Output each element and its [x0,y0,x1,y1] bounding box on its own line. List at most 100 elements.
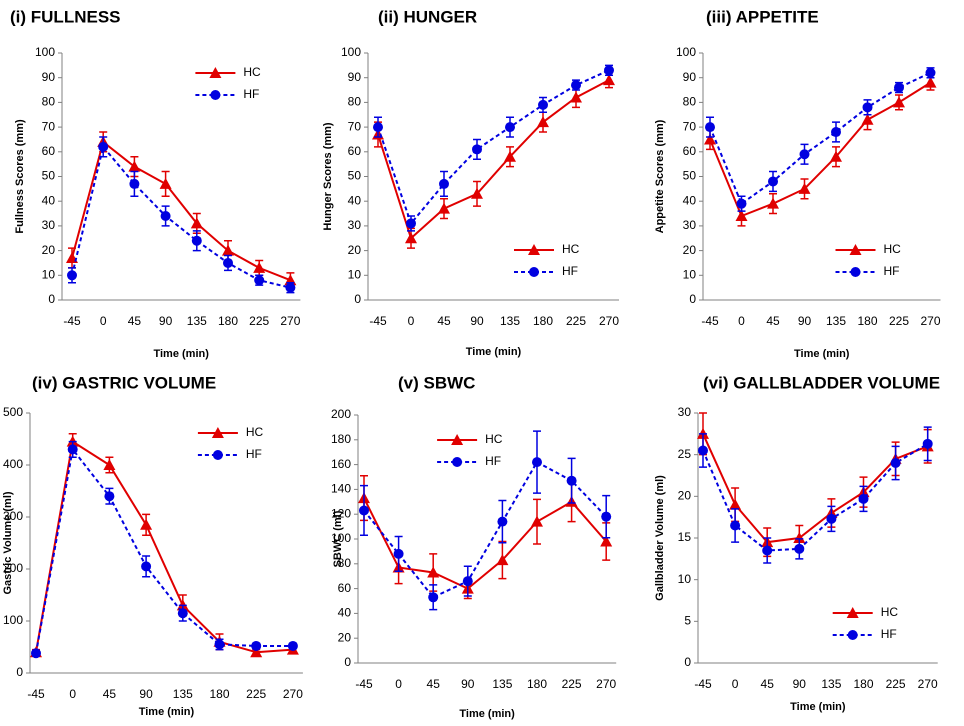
x-tick-label: 90 [470,314,484,328]
legend-label: HF [884,264,900,278]
y-tick-label: 25 [678,447,692,461]
marker-triangle [603,74,615,86]
marker-circle [705,122,715,133]
marker-triangle [140,518,153,530]
x-tick-label: 45 [103,687,117,701]
marker-triangle [222,244,234,256]
marker-circle [858,493,869,504]
marker-circle [359,505,369,516]
marker-triangle [830,150,842,162]
y-axis-label: Hunger Scores (mm) [322,122,334,231]
y-tick-label: 30 [678,405,692,419]
legend: HC HF [514,242,580,278]
marker-circle [439,178,449,189]
x-tick-label: 180 [527,677,547,691]
marker-triangle [531,515,543,527]
y-tick-label: 70 [348,119,362,133]
x-tick-label: 45 [437,314,451,328]
panel: (i) FULLNESS 0 10 20 30 40 50 60 70 80 90 100 -45 0 45… [10,7,301,359]
legend-marker [212,450,223,460]
marker-triangle [861,113,874,125]
x-tick-label: 180 [209,687,229,701]
y-tick-label: 100 [331,531,351,545]
x-tick-label: 225 [889,314,909,328]
marker-circle [730,520,741,531]
x-tick-label: 270 [920,314,940,328]
marker-circle [141,561,152,572]
x-tick-label: 45 [128,314,142,328]
marker-circle [922,438,933,449]
y-tick-label: 40 [338,606,352,620]
x-tick-label: 270 [918,677,938,691]
x-tick-label: 270 [280,314,300,328]
x-axis-label: Time (min) [139,706,195,718]
x-tick-label: -45 [694,677,712,691]
marker-triangle [729,498,742,510]
y-tick-label: 30 [683,218,697,232]
x-tick-label: -45 [27,687,45,701]
marker-circle [177,608,188,619]
y-tick-label: 20 [42,243,56,257]
series-line [377,69,610,226]
marker-circle [251,640,262,651]
marker-circle [373,122,383,133]
y-tick-label: 120 [331,506,351,520]
x-axis-label: Time (min) [794,348,850,360]
x-tick-label: 180 [853,677,873,691]
panel-title: (iv) GASTRIC VOLUME [32,373,216,392]
y-tick-label: 0 [354,292,361,306]
y-axis-label: Fullness Scores (mm) [14,119,26,234]
legend-marker [451,434,464,445]
marker-triangle [767,197,779,209]
marker-circle [254,275,265,286]
series-line [363,497,607,590]
panel-title: (iii) APPETITE [706,7,819,26]
marker-circle [826,513,837,524]
x-tick-label: 225 [249,314,269,328]
y-tick-label: 20 [683,243,697,257]
y-tick-label: 40 [42,193,56,207]
marker-triangle [704,133,716,145]
y-tick-label: 60 [338,581,352,595]
legend-label: HC [881,605,899,619]
x-tick-label: 0 [408,314,415,328]
legend-marker [529,267,539,277]
x-tick-label: 0 [395,677,402,691]
legend: HC HF [437,432,503,468]
x-tick-label: 0 [732,677,739,691]
marker-circle [831,127,841,138]
legend-label: HF [881,627,897,641]
marker-triangle [405,232,417,244]
legend-label: HC [485,432,503,446]
y-tick-label: 15 [678,530,692,544]
marker-triangle [427,566,440,578]
y-tick-label: 0 [684,655,691,669]
legend-label: HC [562,242,580,256]
panel: (v) SBWC 0 20 40 60 80 100 120 140 160 180 200 -45 0 4… [331,373,617,719]
marker-circle [571,80,581,91]
y-axis-label: Gallbladder Volume (ml) [654,475,666,601]
marker-circle [736,198,747,209]
marker-triangle [537,116,549,128]
y-tick-label: 50 [42,169,56,183]
marker-triangle [793,532,806,543]
y-tick-label: 80 [338,556,352,570]
marker-circle [794,543,805,554]
x-tick-label: 90 [793,677,807,691]
marker-triangle [735,210,748,222]
legend-marker [849,244,862,255]
y-tick-label: 500 [3,405,23,419]
y-tick-label: 80 [683,95,697,109]
marker-circle [472,144,482,155]
x-tick-label: -45 [701,314,719,328]
marker-triangle [159,177,172,189]
x-tick-label: 45 [761,677,775,691]
x-tick-label: 90 [159,314,173,328]
x-tick-label: 270 [283,687,303,701]
marker-circle [191,235,202,246]
marker-triangle [128,160,141,172]
x-tick-label: 0 [100,314,107,328]
y-tick-label: 20 [348,243,362,257]
